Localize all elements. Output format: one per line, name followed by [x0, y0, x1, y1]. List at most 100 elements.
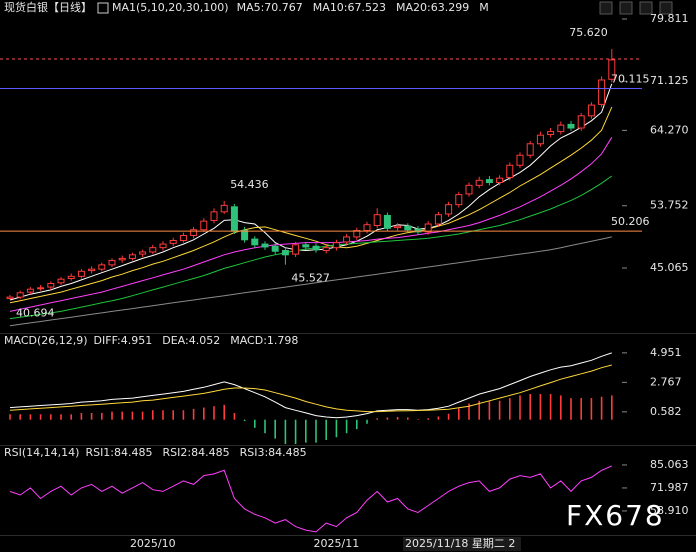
candle-body: [88, 268, 96, 272]
window-controls: [599, 1, 673, 15]
candle-body: [445, 204, 453, 215]
candle-body: [547, 131, 555, 135]
x-tick-label: 2025/11: [314, 537, 360, 550]
y-tick-label: 85.063: [650, 458, 689, 471]
candle-body: [312, 245, 320, 251]
button[interactable]: [599, 1, 613, 15]
ma-line: [9, 175, 613, 320]
x-tick-label: 2025/10: [130, 537, 176, 550]
candle-body: [577, 115, 585, 129]
legend-entry: DIFF:4.951: [94, 334, 153, 347]
candle-body: [118, 257, 126, 261]
candle-body: [190, 229, 198, 236]
candle-body: [485, 179, 493, 183]
candle-body: [169, 239, 177, 244]
macd-line: [9, 352, 612, 419]
candle-body: [424, 223, 432, 233]
candle-body: [271, 245, 279, 252]
candle-body: [241, 229, 249, 241]
ma-line: [9, 106, 613, 304]
ma-line: [9, 137, 613, 312]
panel-title: RSI(14,14,14): [4, 446, 79, 459]
candle-body: [230, 206, 238, 232]
candle-body: [414, 228, 422, 233]
candle-body: [404, 225, 412, 231]
cursor-label-box: [403, 537, 521, 551]
legend-entry: M: [479, 1, 489, 14]
candle-body: [159, 243, 167, 249]
watermark: FX678: [566, 499, 665, 532]
candle-body: [210, 211, 218, 221]
legend-entry: MACD:1.798: [230, 334, 298, 347]
price-line-label: 70.115: [611, 72, 650, 85]
legend-entry: RSI3:84.485: [240, 446, 307, 459]
button[interactable]: [639, 1, 653, 15]
candle-body: [536, 134, 544, 145]
candle-body: [6, 296, 14, 300]
candle-body: [261, 243, 269, 248]
candle-body: [455, 194, 463, 206]
button[interactable]: [619, 1, 633, 15]
candle-body: [200, 220, 208, 231]
legend-entry: DEA:4.052: [162, 334, 220, 347]
candle-body: [37, 287, 45, 290]
candle-body: [220, 204, 228, 213]
candle-body: [394, 225, 402, 229]
candle-body: [108, 260, 116, 266]
candle-body: [77, 270, 85, 277]
candle-body: [434, 214, 442, 225]
candle-body: [302, 244, 310, 248]
candle-body: [567, 123, 575, 129]
button[interactable]: [659, 1, 673, 15]
extreme-label: 75.620: [569, 26, 608, 39]
legend-entry: MA5:70.767: [237, 1, 303, 14]
candle-body: [128, 254, 136, 259]
candle-body: [516, 154, 524, 166]
candle-body: [26, 288, 34, 293]
candle-body: [526, 143, 534, 156]
candle-body: [47, 282, 55, 288]
candle-body: [292, 244, 300, 255]
indicator-icon: [97, 2, 109, 14]
candle-body: [506, 164, 514, 178]
y-tick-label: 58.910: [650, 504, 689, 517]
panel-title: MACD(26,12,9): [4, 334, 88, 347]
rsi-line: [9, 465, 612, 533]
candle-body: [332, 242, 340, 249]
y-tick-label: 2.767: [650, 375, 682, 388]
price-line-label: 50.206: [611, 215, 650, 228]
candle-body: [363, 224, 371, 231]
candle-body: [598, 79, 606, 105]
legend-entry: RSI2:84.485: [163, 446, 230, 459]
y-tick-label: 79.811: [650, 12, 689, 25]
extreme-label: 40.694: [16, 306, 55, 319]
candle-body: [383, 214, 391, 229]
candle-body: [587, 104, 595, 117]
candle-body: [475, 179, 483, 186]
candle-body: [16, 292, 24, 298]
candle-body: [343, 236, 351, 243]
y-tick-label: 64.270: [650, 123, 689, 136]
candle-body: [98, 264, 106, 270]
candle-body: [179, 234, 187, 241]
candle-body: [373, 214, 381, 226]
legend-entry: RSI1:84.485: [85, 446, 152, 459]
candle-body: [251, 238, 259, 246]
candle-body: [57, 278, 65, 284]
candle-body: [149, 247, 157, 253]
macd-line: [9, 364, 612, 413]
candle-body: [557, 124, 565, 133]
candle-body: [496, 177, 504, 183]
legend-entry: MA20:63.299: [396, 1, 469, 14]
candle-body: [139, 251, 147, 255]
extreme-label: 54.436: [230, 178, 269, 191]
y-tick-label: 0.582: [650, 405, 682, 418]
y-tick-label: 4.951: [650, 346, 682, 359]
indicator-name: MA1(5,10,20,30,100): [112, 1, 229, 14]
candle-body: [465, 184, 473, 195]
extreme-label: 45.527: [291, 272, 330, 285]
legend-entry: MA10:67.523: [313, 1, 386, 14]
y-tick-label: 71.987: [650, 481, 689, 494]
